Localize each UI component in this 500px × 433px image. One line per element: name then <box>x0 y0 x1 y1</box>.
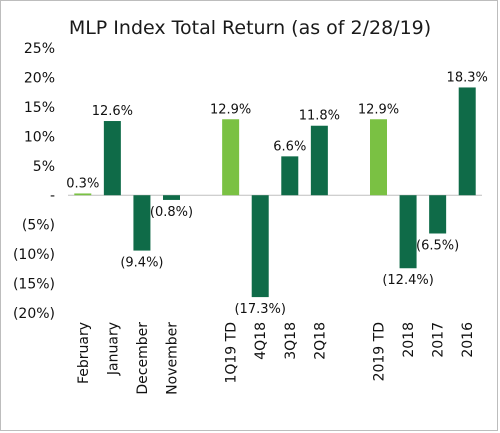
category-label: February <box>76 322 92 384</box>
y-tick-label: (15%) <box>13 277 55 293</box>
data-label: 11.8% <box>299 109 340 124</box>
bar-4q18 <box>251 195 269 298</box>
category-label: December <box>135 322 151 395</box>
bar-2q18 <box>310 125 328 196</box>
category-label: 2017 <box>431 322 447 358</box>
y-tick-label: - <box>50 188 55 204</box>
y-tick-label: 5% <box>33 159 55 175</box>
bar-2017 <box>429 195 447 234</box>
data-label: 12.9% <box>210 102 251 117</box>
y-tick-label: 15% <box>24 100 55 116</box>
category-label: 4Q18 <box>253 322 269 360</box>
bar-december <box>133 195 151 251</box>
bar-2016 <box>458 87 476 196</box>
data-label: (0.8%) <box>150 205 193 220</box>
y-tick-label: (5%) <box>22 218 55 234</box>
bar-february <box>74 193 92 196</box>
data-label: (9.4%) <box>120 256 163 271</box>
category-labels-layer: February January December November 1Q19 TD 4Q… <box>76 322 476 395</box>
bar-november <box>163 195 180 200</box>
category-label: 3Q18 <box>283 322 299 360</box>
y-tick-label: 25% <box>24 41 55 57</box>
data-label: (12.4%) <box>382 273 433 288</box>
y-tick-label: (20%) <box>13 306 55 322</box>
category-label: 2016 <box>460 322 476 358</box>
category-label: 2019 TD <box>372 322 388 381</box>
data-label: (6.5%) <box>416 239 459 254</box>
data-label: 12.6% <box>92 104 133 119</box>
bar-january <box>103 121 121 196</box>
category-label: 2018 <box>401 322 417 358</box>
bar-2018 <box>399 195 417 269</box>
axis-layer: 25% 20% 15% 10% 5% - (5%) (10%) (15%) (20%) <box>13 41 482 322</box>
bar-1q19-td <box>222 119 240 196</box>
data-label: (17.3%) <box>234 302 285 317</box>
chart-title: MLP Index Total Return (as of 2/28/19) <box>69 17 431 39</box>
category-label: January <box>105 322 121 376</box>
data-label: 0.3% <box>66 176 99 191</box>
y-tick-label: (10%) <box>13 247 55 263</box>
bar-3q18 <box>281 156 299 196</box>
y-tick-label: 20% <box>24 70 55 86</box>
data-label: 12.9% <box>358 102 399 117</box>
bar-2019-td <box>370 119 387 196</box>
data-label: 6.6% <box>273 139 306 154</box>
data-labels-layer: 0.3% 12.6% (9.4%) (0.8%) 12.9% (17.3%) 6.6% 11.… <box>66 70 488 317</box>
category-label: November <box>165 322 181 395</box>
category-label: 2Q18 <box>312 322 328 360</box>
y-tick-label: 10% <box>24 129 55 145</box>
bars-layer <box>74 87 476 298</box>
category-label: 1Q19 TD <box>224 322 240 384</box>
data-label: 18.3% <box>447 70 488 85</box>
